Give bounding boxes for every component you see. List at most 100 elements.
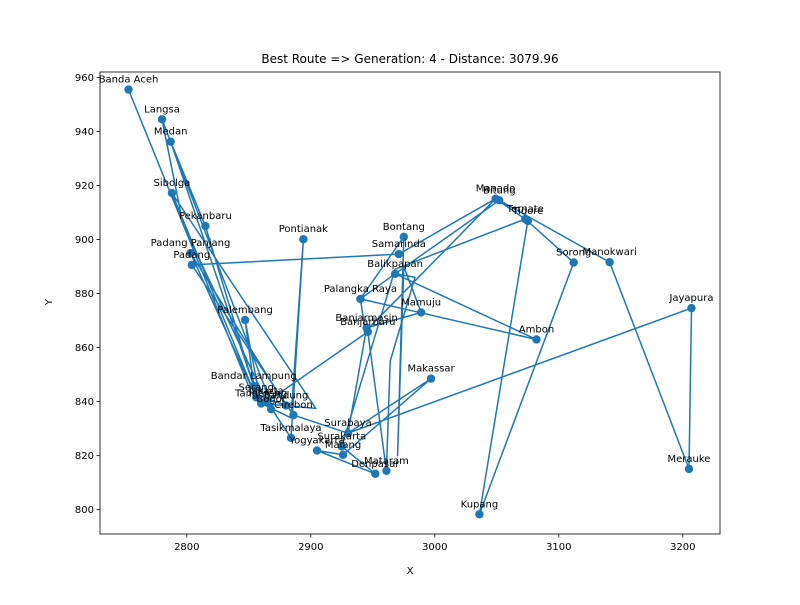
city-label: Bogor bbox=[256, 394, 286, 405]
y-tick-label: 920 bbox=[75, 181, 94, 192]
city-label: Banjarbaru bbox=[340, 317, 395, 328]
city-point bbox=[382, 466, 391, 475]
city-label: Jakarta bbox=[248, 386, 284, 397]
city-label: Yogyakarta bbox=[288, 436, 344, 447]
city-point bbox=[475, 510, 484, 519]
city-point bbox=[312, 446, 322, 455]
city-label: Mamuju bbox=[401, 297, 441, 308]
city-point bbox=[240, 315, 250, 325]
city-point bbox=[261, 396, 271, 406]
city-label: Cirebon bbox=[274, 400, 313, 411]
city-point bbox=[523, 216, 532, 226]
y-tick-label: 940 bbox=[75, 127, 94, 138]
city-point bbox=[390, 269, 400, 279]
y-tick-label: 800 bbox=[75, 505, 94, 516]
x-tick-label: 2800 bbox=[174, 542, 199, 553]
city-label: Ambon bbox=[519, 324, 554, 335]
city-point bbox=[495, 196, 504, 205]
city-label: Sibolga bbox=[153, 178, 190, 189]
city-point bbox=[371, 469, 380, 478]
city-label: Surabaya bbox=[324, 418, 371, 429]
city-point bbox=[532, 335, 541, 344]
city-label: Pekanbaru bbox=[179, 211, 232, 222]
city-label: Malang bbox=[325, 440, 361, 451]
city-label: Pontianak bbox=[279, 224, 328, 235]
city-label: Samarinda bbox=[372, 239, 426, 250]
city-label: Makassar bbox=[407, 364, 455, 375]
city-label: Denpasar bbox=[351, 459, 400, 470]
city-point bbox=[286, 433, 296, 443]
city-label: Manado bbox=[476, 184, 516, 195]
y-tick-label: 860 bbox=[75, 343, 94, 354]
city-point bbox=[426, 374, 436, 383]
city-label: Merauke bbox=[668, 454, 711, 465]
city-point bbox=[416, 308, 426, 317]
city-point bbox=[186, 248, 195, 258]
city-point bbox=[166, 137, 175, 146]
city-point bbox=[167, 188, 177, 198]
x-tick-label: 3100 bbox=[546, 542, 571, 553]
city-point bbox=[281, 401, 291, 410]
y-tick-label: 960 bbox=[75, 73, 94, 84]
city-label: Balikpapan bbox=[367, 259, 423, 270]
city-label: Padang Panjang bbox=[151, 238, 231, 249]
city-point bbox=[201, 221, 210, 231]
city-label: Tasikmalaya bbox=[259, 423, 321, 434]
y-tick-label: 840 bbox=[75, 397, 94, 408]
city-label: Tidore bbox=[511, 206, 543, 217]
city-point bbox=[299, 235, 308, 244]
city-point bbox=[394, 249, 404, 259]
chart-title: Best Route => Generation: 4 - Distance: … bbox=[261, 52, 558, 66]
city-point bbox=[124, 85, 133, 94]
city-point bbox=[266, 404, 276, 414]
city-label: Padang bbox=[173, 250, 210, 261]
city-label: Manokwari bbox=[583, 247, 637, 258]
city-point bbox=[684, 464, 694, 474]
city-point bbox=[337, 442, 346, 451]
city-point bbox=[249, 381, 258, 391]
y-tick-label: 820 bbox=[75, 451, 94, 462]
points-layer bbox=[124, 85, 696, 519]
city-label: Banda Aceh bbox=[99, 75, 159, 86]
city-point bbox=[687, 303, 696, 313]
city-label: Palangka Raya bbox=[324, 284, 397, 295]
city-point bbox=[252, 393, 261, 402]
city-label: Banjarmasin bbox=[335, 313, 397, 324]
y-tick-label: 880 bbox=[75, 289, 94, 300]
x-tick-label: 3200 bbox=[670, 542, 695, 553]
x-axis-label: X bbox=[407, 566, 414, 577]
y-tick-label: 900 bbox=[75, 235, 94, 246]
city-point bbox=[338, 450, 348, 460]
city-label: Mataram bbox=[364, 456, 409, 467]
city-point bbox=[157, 115, 167, 124]
city-point bbox=[356, 294, 365, 304]
city-label: Sorong bbox=[556, 247, 591, 258]
labels-layer: Banda Aceh Langsa Medan Sibolga Pekanbaru Pad… bbox=[99, 75, 714, 511]
x-tick-label: 3000 bbox=[422, 542, 447, 553]
city-label: Bandar Lampung bbox=[211, 371, 297, 382]
city-label: Bitung bbox=[483, 185, 516, 196]
city-label: Langsa bbox=[144, 104, 180, 115]
city-point bbox=[363, 327, 373, 337]
x-tick-label: 2900 bbox=[298, 542, 323, 553]
city-label: Bontang bbox=[383, 222, 425, 233]
plot-frame bbox=[99, 71, 721, 535]
city-label: Tangerang bbox=[234, 389, 287, 400]
city-label: Medan bbox=[154, 127, 188, 138]
ticks-layer: 2800 2900 3000 3100 3200 800 820 840 860 880 900 92… bbox=[75, 73, 696, 553]
city-label: Jayapura bbox=[668, 293, 713, 304]
city-label: Kupang bbox=[461, 499, 499, 510]
city-label: Bandung bbox=[264, 390, 309, 401]
city-point bbox=[187, 260, 196, 270]
city-point bbox=[569, 258, 578, 267]
city-point bbox=[399, 232, 408, 242]
city-label: Surakarta bbox=[317, 431, 366, 442]
city-label: Palembang bbox=[217, 305, 273, 316]
city-label: Serang bbox=[239, 382, 274, 393]
city-point bbox=[289, 410, 298, 420]
city-point bbox=[605, 258, 614, 267]
city-label: Ternate bbox=[506, 204, 544, 215]
city-point bbox=[343, 429, 353, 438]
y-axis-label: Y bbox=[44, 298, 55, 306]
